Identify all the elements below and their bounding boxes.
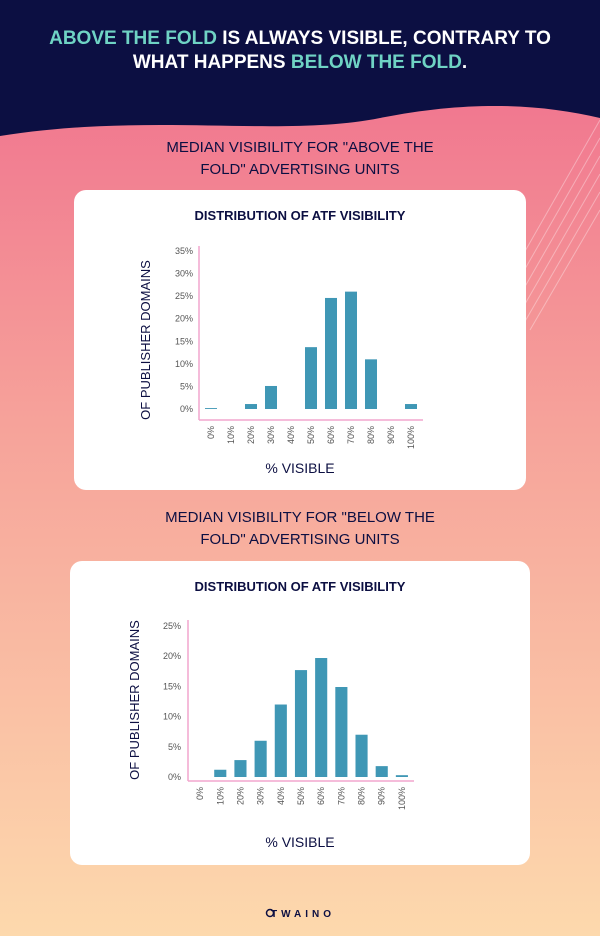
y-tick-label: 10%	[175, 359, 193, 369]
y-tick-label: 30%	[175, 269, 193, 279]
x-tick-label: 90%	[386, 426, 396, 444]
bar	[315, 658, 328, 777]
x-tick-label: 100%	[406, 426, 416, 449]
chart-subtitle: MEDIAN VISIBILITY FOR "ABOVE THE	[166, 139, 433, 156]
y-tick-label: 15%	[175, 336, 193, 346]
y-tick-label: 10%	[163, 712, 181, 722]
brand-icon	[265, 908, 275, 918]
bar	[325, 297, 337, 409]
bar	[265, 385, 277, 409]
x-tick-label: 60%	[326, 426, 336, 444]
y-tick-label: 20%	[175, 314, 193, 324]
headline-highlight: BELOW THE FOLD	[291, 52, 462, 73]
headline-highlight: ABOVE THE FOLD	[49, 28, 217, 49]
x-tick-label: 70%	[336, 787, 346, 805]
headline-text: WHAT HAPPENS	[133, 52, 291, 73]
y-tick-label: 35%	[175, 246, 193, 256]
headline-text: IS ALWAYS VISIBLE, CONTRARY TO	[217, 28, 551, 49]
headline: ABOVE THE FOLD IS ALWAYS VISIBLE, CONTRA…	[49, 28, 551, 49]
x-tick-label: 0%	[195, 787, 205, 800]
x-tick-label: 10%	[215, 787, 225, 805]
y-tick-label: 25%	[163, 621, 181, 631]
y-axis-label: OF PUBLISHER DOMAINS	[138, 260, 153, 420]
x-tick-label: 80%	[357, 787, 367, 805]
x-tick-label: 40%	[276, 787, 286, 805]
bar	[345, 291, 357, 409]
chart-subtitle: FOLD" ADVERTISING UNITS	[200, 531, 399, 548]
x-tick-label: 100%	[397, 787, 407, 810]
y-tick-label: 5%	[180, 381, 193, 391]
chart-title: DISTRIBUTION OF ATF VISIBILITY	[195, 579, 406, 594]
x-tick-label: 50%	[306, 426, 316, 444]
x-tick-label: 30%	[256, 787, 266, 805]
bar	[305, 347, 317, 409]
x-axis-label: % VISIBLE	[265, 834, 334, 850]
y-tick-label: 15%	[163, 681, 181, 691]
x-tick-label: 10%	[226, 426, 236, 444]
x-tick-label: 20%	[246, 426, 256, 444]
x-tick-label: 20%	[235, 787, 245, 805]
y-tick-label: 0%	[180, 404, 193, 414]
y-tick-label: 25%	[175, 291, 193, 301]
bar	[395, 775, 408, 777]
x-tick-label: 70%	[346, 426, 356, 444]
x-tick-label: 80%	[366, 426, 376, 444]
x-axis-label: % VISIBLE	[265, 460, 334, 476]
bar	[335, 687, 348, 777]
header-band	[0, 0, 600, 136]
y-tick-label: 20%	[163, 651, 181, 661]
card	[74, 190, 526, 490]
bar	[294, 670, 308, 777]
bar	[405, 404, 417, 409]
y-tick-label: 0%	[168, 772, 181, 782]
bar	[245, 404, 257, 409]
x-tick-label: 30%	[266, 426, 276, 444]
bar	[375, 766, 388, 777]
x-tick-label: 0%	[206, 426, 216, 439]
brand: TWAINO	[271, 909, 335, 920]
chart-subtitle: FOLD" ADVERTISING UNITS	[200, 161, 399, 178]
y-axis-label: OF PUBLISHER DOMAINS	[127, 620, 142, 780]
x-tick-label: 50%	[296, 787, 306, 805]
y-tick-label: 5%	[168, 742, 181, 752]
chart-title: DISTRIBUTION OF ATF VISIBILITY	[195, 208, 406, 223]
x-tick-label: 40%	[286, 426, 296, 444]
bar	[274, 704, 287, 777]
bar	[355, 734, 368, 777]
bar	[254, 740, 267, 777]
headline-text: .	[462, 52, 467, 73]
bar	[214, 769, 227, 777]
bar	[365, 359, 377, 409]
bar	[234, 760, 247, 777]
x-tick-label: 60%	[316, 787, 326, 805]
chart-subtitle: MEDIAN VISIBILITY FOR "BELOW THE	[165, 509, 435, 526]
bar	[205, 408, 217, 409]
x-tick-label: 90%	[377, 787, 387, 805]
headline: WHAT HAPPENS BELOW THE FOLD.	[133, 52, 467, 73]
